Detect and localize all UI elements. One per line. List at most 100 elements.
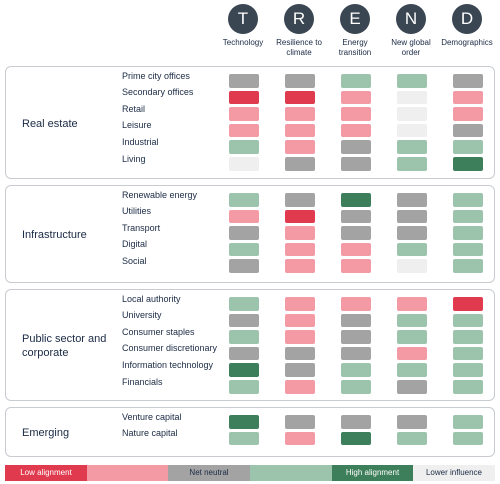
row-label: Secondary offices [122,87,194,98]
alignment-cell [453,209,483,224]
alignment-cell [341,330,371,344]
alignment-cell [453,259,483,273]
alignment-cell [341,157,371,171]
alignment-cell [341,380,371,394]
alignment-cell [397,415,427,429]
row-label: Digital [122,239,148,250]
alignment-cell [397,242,427,257]
alignment-cell [341,431,371,446]
alignment-cell [397,431,427,446]
group-title: Real estate [22,117,78,130]
alignment-cell [229,363,259,377]
alignment-cell [229,346,259,361]
row-label: Renewable energy [122,189,198,200]
alignment-cell [397,313,427,328]
alignment-cell [397,140,427,154]
group-title: Emerging [22,427,70,439]
group-infrastructure: Infrastructure Renewable energy Utilities T… [5,185,495,283]
alignment-cell [229,140,259,154]
legend-high-alignment: High alignment [332,465,413,481]
alignment-cell [397,259,427,273]
alignment-cell [341,242,371,257]
circle-e-icon: E [340,4,370,34]
alignment-cell [341,363,371,377]
alignment-cell [285,259,315,273]
alignment-cell [397,346,427,361]
alignment-cell [341,107,371,121]
group-title: Public sector and corporate [22,333,107,359]
row-label: Information technology [122,359,214,370]
alignment-cell [285,90,315,105]
alignment-cell [453,90,483,105]
alignment-cell [453,193,483,207]
row-label: Nature capital [122,428,178,439]
trend-label-d: Demographics [441,38,493,47]
alignment-cell [341,90,371,105]
alignment-cell [453,330,483,344]
row-label: Venture capital [122,411,182,422]
alignment-cell [453,297,483,311]
alignment-cell [229,380,259,394]
alignment-cell [285,415,315,429]
group-public-sector-and-corporate: Public sector and corporate Local authori… [5,289,495,401]
alignment-cell [341,313,371,328]
alignment-cell [397,107,427,121]
alignment-cell [229,74,259,88]
legend-low-alignment: Low alignment [5,465,87,481]
circle-d-icon: D [452,4,482,34]
trend-label-t: Technology [222,38,264,47]
alignment-cell [229,123,259,138]
row-label: Local authority [122,293,181,304]
alignment-cell [285,209,315,224]
alignment-cell [285,297,315,311]
alignment-cell [285,123,315,138]
row-label: Utilities [122,206,152,217]
alignment-cell [453,74,483,88]
circle-n-icon: N [396,4,426,34]
alignment-cell [341,140,371,154]
group-emerging: Emerging Venture capital Nature capital [5,407,495,457]
alignment-cell [229,107,259,121]
alignment-cell [229,157,259,171]
alignment-cell [341,74,371,88]
trend-label-n: New global order [391,38,431,57]
trend-label-r: Resilience to climate [276,38,322,57]
legend-swatch-pink [87,465,168,481]
alignment-cell [229,259,259,273]
alignment-cell [453,157,483,171]
alignment-cell [397,193,427,207]
alignment-cell [341,123,371,138]
alignment-cell [341,346,371,361]
alignment-cell [229,330,259,344]
alignment-cell [397,330,427,344]
alignment-cell [397,157,427,171]
alignment-cell [453,363,483,377]
alignment-cell [397,380,427,394]
alignment-cell [453,226,483,240]
alignment-cell [285,157,315,171]
alignment-cell [285,380,315,394]
row-label: Consumer staples [122,326,195,337]
alignment-cell [453,123,483,138]
alignment-cell [453,313,483,328]
alignment-cell [285,346,315,361]
alignment-cell [229,431,259,446]
alignment-cell [285,431,315,446]
alignment-cell [285,313,315,328]
row-label: Industrial [122,136,159,147]
alignment-cell [285,74,315,88]
alignment-cell [453,140,483,154]
row-label: Prime city offices [122,70,190,81]
legend-swatch-green [250,465,332,481]
alignment-cell [453,107,483,121]
alignment-cell [397,297,427,311]
alignment-cell [229,242,259,257]
alignment-cell [453,380,483,394]
alignment-cell [453,431,483,446]
legend-net-neutral: Net neutral [168,465,250,481]
row-label: Retail [122,103,146,114]
alignment-cell [285,226,315,240]
alignment-cell [341,415,371,429]
alignment-cell [229,313,259,328]
alignment-cell [397,74,427,88]
